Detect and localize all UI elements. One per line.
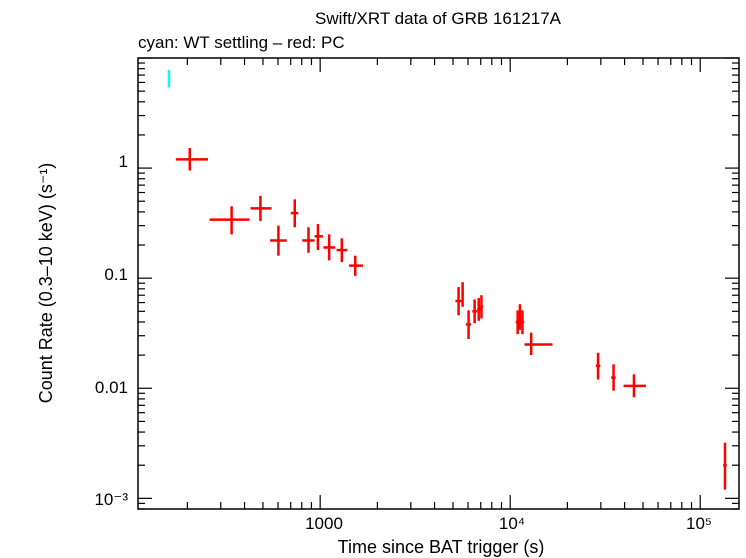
- data-point: [349, 255, 363, 276]
- data-point: [518, 304, 522, 330]
- plot-frame: [137, 57, 740, 510]
- chart-title: Swift/XRT data of GRB 161217A: [315, 9, 562, 28]
- y-tick-label-0.01: 0.01: [95, 378, 128, 397]
- data-point: [461, 282, 464, 307]
- data-point: [623, 374, 646, 398]
- data-point: [167, 69, 171, 88]
- x-axis-ticks: [186, 58, 701, 509]
- data-point: [270, 225, 287, 256]
- data-point: [595, 352, 601, 380]
- y-axis-ticks: [138, 57, 739, 510]
- y-tick-label-1: 1: [119, 152, 128, 171]
- data-point: [455, 287, 462, 316]
- data-point: [175, 148, 209, 171]
- data-point: [314, 224, 323, 251]
- y-tick-label-1e-3: 10⁻³: [94, 490, 128, 509]
- data-point: [250, 195, 272, 222]
- y-axis-label: Count Rate (0.3–10 keV) (s⁻¹): [36, 163, 56, 404]
- x-tick-label-1e4: 10⁴: [499, 514, 525, 533]
- x-tick-label-1e5: 10⁵: [686, 514, 712, 533]
- x-axis-label: Time since BAT trigger (s): [338, 537, 545, 557]
- data-point: [477, 298, 481, 321]
- data-point: [323, 234, 336, 261]
- data-point: [480, 295, 484, 319]
- x-tick-label-1000: 1000: [305, 514, 343, 533]
- y-tick-label-0.1: 0.1: [104, 265, 128, 284]
- data-point: [302, 227, 315, 253]
- data-point: [209, 206, 250, 235]
- data-point: [336, 238, 348, 263]
- data-point: [472, 299, 478, 324]
- data-point: [611, 364, 616, 391]
- data-point: [524, 332, 553, 356]
- chart-subtitle: cyan: WT settling – red: PC: [138, 33, 345, 52]
- data-point: [290, 199, 299, 228]
- data-points: [167, 69, 727, 490]
- data-point: [520, 310, 525, 335]
- data-point: [723, 442, 727, 490]
- data-point: [465, 310, 472, 340]
